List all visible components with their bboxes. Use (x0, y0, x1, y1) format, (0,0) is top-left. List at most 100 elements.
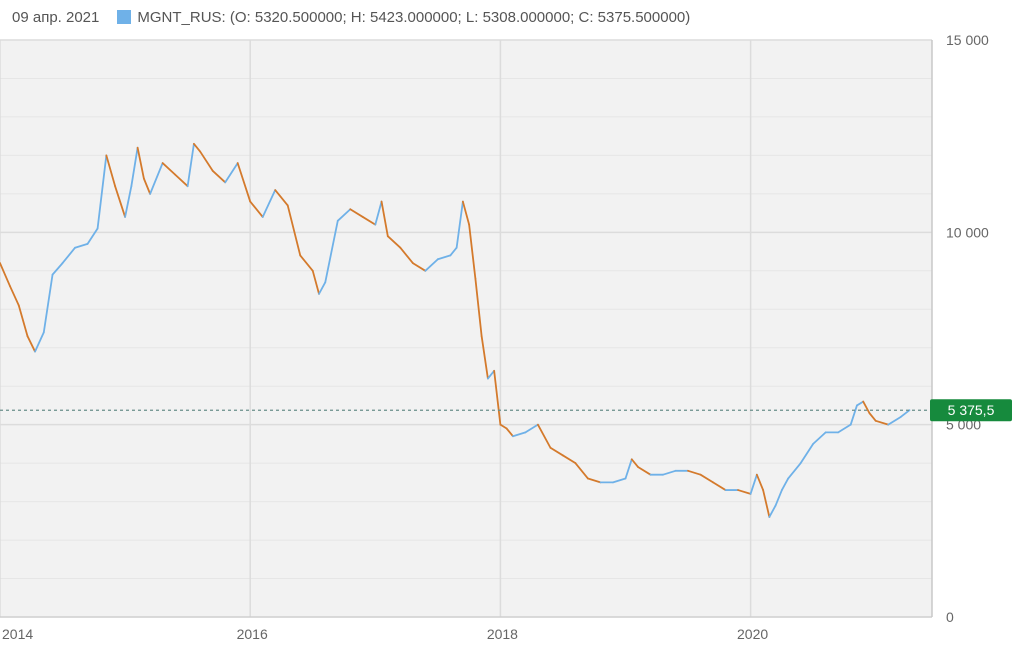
price-segment (624, 458, 633, 480)
price-segment (768, 504, 777, 518)
price-segment (493, 369, 502, 426)
price-segment (587, 477, 602, 484)
price-segment (411, 262, 427, 272)
price-segment (812, 431, 827, 445)
price-segment (274, 189, 289, 207)
price-segment (193, 142, 202, 153)
price-segment (86, 227, 99, 245)
price-segment (136, 146, 145, 180)
price-segment (386, 235, 402, 249)
price-segment (887, 416, 902, 426)
price-segment (480, 335, 489, 380)
x-tick-label: 2020 (737, 626, 768, 642)
y-tick-label: 0 (946, 609, 954, 625)
price-segment (837, 423, 852, 434)
price-segment (424, 258, 439, 272)
price-segment (436, 254, 452, 261)
price-segment (399, 246, 414, 265)
price-segment (512, 431, 527, 438)
price-segment (787, 462, 802, 480)
price-segment (699, 473, 714, 484)
price-segment (199, 150, 214, 172)
price-segment (26, 335, 36, 353)
price-segment (361, 216, 377, 226)
price-segment (868, 412, 877, 422)
price-segment (299, 254, 314, 272)
price-segment (562, 454, 577, 465)
price-segment (51, 262, 64, 276)
price-segment (874, 419, 890, 426)
price-segment (249, 200, 264, 218)
last-price-label: 5 375,5 (948, 402, 995, 418)
price-segment (662, 469, 677, 476)
price-segment (637, 466, 652, 476)
price-segment (324, 219, 339, 284)
price-segment (114, 185, 127, 218)
price-segment (499, 423, 508, 430)
x-tick-label: 2018 (487, 626, 518, 642)
price-segment (755, 473, 765, 491)
series-color-swatch (117, 10, 132, 24)
price-segment (749, 473, 758, 495)
price-segment (236, 162, 252, 203)
price-segment (899, 409, 911, 418)
price-segment (61, 246, 76, 265)
last-price-marker: 5 375,5 (0, 399, 1012, 422)
price-segment (849, 404, 858, 426)
price-segment (9, 285, 20, 307)
price-segment (311, 269, 320, 295)
price-segment (105, 154, 116, 188)
price-segment (17, 304, 29, 338)
price-segment (461, 200, 471, 226)
price-segment (774, 489, 783, 507)
y-tick-label: 15 000 (946, 32, 989, 48)
price-segment (96, 154, 108, 230)
price-segment (799, 442, 815, 465)
x-tick-label: 2016 (237, 626, 268, 642)
price-segment (468, 223, 477, 280)
price-segment (261, 189, 277, 218)
price-segment (224, 162, 239, 184)
price-segment (737, 489, 752, 495)
price-segment (0, 262, 11, 288)
plot-background (0, 40, 932, 617)
price-segment (130, 146, 139, 188)
price-segment (712, 481, 727, 491)
price-segment (42, 273, 54, 334)
price-segment (780, 477, 790, 491)
price-segment (762, 489, 771, 518)
price-segment (374, 200, 383, 226)
last-price-badge (930, 399, 1012, 422)
price-segment (862, 400, 871, 415)
price-segment (318, 281, 327, 295)
hover-date: 09 апр. 2021 (12, 8, 100, 26)
x-tick-label: 2014 (2, 626, 33, 642)
price-segment (336, 208, 352, 222)
price-segment (505, 427, 514, 438)
price-segment (349, 208, 364, 218)
price-segment (486, 369, 496, 380)
price-segment (856, 400, 865, 407)
price-segment (161, 162, 177, 176)
price-segment (286, 204, 302, 257)
price-segment (142, 177, 152, 195)
price-segment (149, 162, 164, 195)
price-segment (455, 200, 464, 249)
price-segment (687, 469, 702, 476)
price-segment (449, 246, 458, 257)
price-segment (211, 169, 227, 184)
price-segment (524, 423, 539, 434)
price-segment (174, 173, 189, 188)
series-ohlc-readout: MGNT_RUS: (O: 5320.500000; H: 5423.00000… (137, 8, 691, 26)
price-segment (124, 185, 133, 218)
price-segment (474, 277, 483, 338)
price-segment (537, 423, 552, 449)
price-segment (574, 462, 589, 480)
price-segment (186, 142, 195, 188)
price-segment (74, 242, 89, 249)
price-segment (630, 458, 639, 468)
series-layer (0, 142, 911, 518)
